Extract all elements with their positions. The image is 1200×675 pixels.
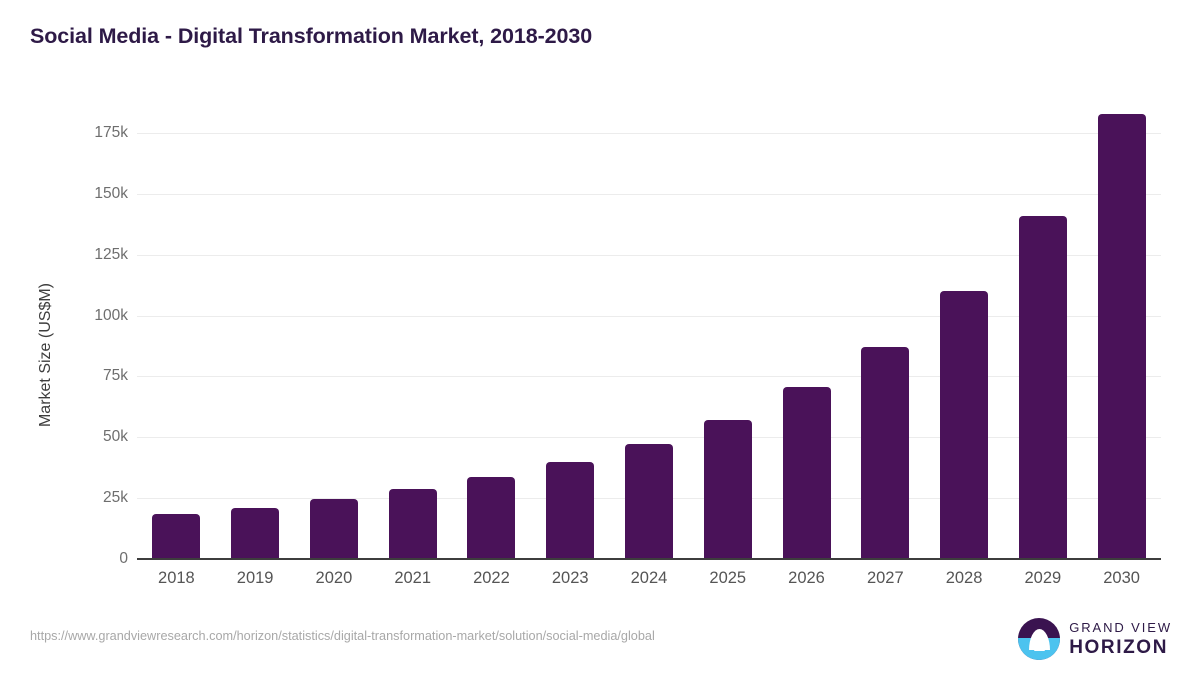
x-axis-tick-label: 2019 [236, 569, 274, 587]
logo-line-grand-view: GRAND VIEW [1069, 620, 1172, 635]
y-axis-ticks: 0 25k 50k 75k 100k 125k 150k 175k [10, 124, 128, 567]
bar-2030[interactable] [1097, 113, 1146, 559]
bar-2026[interactable] [782, 387, 831, 559]
plot-area [137, 113, 1161, 559]
x-axis-tick-label: 2024 [630, 569, 668, 587]
bar-2027[interactable] [861, 346, 910, 559]
y-axis-title: Market Size (US$M) [37, 282, 54, 428]
bar-slot [688, 133, 767, 559]
horizon-circle-icon [1018, 618, 1061, 660]
grand-view-horizon-logo: GRAND VIEW HORIZON [1018, 618, 1172, 660]
x-axis-tick-label: 2026 [788, 569, 825, 587]
y-axis-tick-label: 50k [103, 428, 128, 446]
bar-2019[interactable] [231, 507, 280, 559]
gridline [137, 437, 1161, 439]
bar-slot [767, 133, 846, 559]
bar-2022[interactable] [467, 476, 516, 559]
y-axis-tick-label: 125k [94, 245, 128, 263]
bar-slot [1003, 133, 1082, 559]
bar-slot [1082, 113, 1161, 559]
gridline [137, 315, 1161, 317]
x-axis-tick-label: 2029 [1024, 569, 1062, 587]
bar-slot [137, 133, 216, 559]
bar-slot [295, 133, 374, 559]
y-axis-tick-label: 75k [103, 367, 128, 385]
bar-slot [610, 133, 689, 559]
bar-2018[interactable] [152, 513, 201, 559]
x-axis-tick-label: 2020 [315, 569, 353, 587]
bar-slot [373, 133, 452, 559]
gridline [137, 133, 1161, 134]
x-axis-tick-label: 2021 [394, 569, 432, 587]
y-axis-tick-label: 25k [103, 489, 128, 507]
x-axis-tick-label: 2018 [158, 569, 195, 587]
bar-2028[interactable] [940, 291, 989, 559]
x-axis-line [137, 558, 1161, 560]
y-axis-tick-label: 100k [94, 306, 128, 324]
bar-2025[interactable] [703, 420, 752, 559]
bar-2024[interactable] [624, 444, 673, 559]
gridline [137, 254, 1161, 256]
bar-slot [925, 133, 1004, 559]
y-axis-tick-label: 150k [94, 184, 128, 202]
bar-slot [846, 133, 925, 559]
x-axis-tick-label: 2022 [473, 569, 510, 587]
x-axis-tick-label: 2028 [945, 569, 983, 587]
gridline [137, 376, 1161, 378]
bar-2020[interactable] [309, 498, 358, 559]
y-axis-tick-label: 175k [94, 124, 128, 141]
logo-bar-lower [1033, 648, 1045, 652]
source-url[interactable]: https://www.grandviewresearch.com/horizo… [30, 629, 655, 643]
bar-2029[interactable] [1018, 216, 1067, 559]
x-axis-ticks: 2018 2019 2020 2021 2022 2023 2024 2025 2026 2027… [137, 563, 1161, 595]
page-title: Social Media - Digital Transformation Ma… [30, 24, 593, 48]
bar-2021[interactable] [388, 489, 437, 559]
x-axis-tick-label: 2030 [1103, 569, 1140, 587]
logo-text: GRAND VIEW HORIZON [1069, 621, 1172, 657]
x-axis-tick-label: 2025 [709, 569, 747, 587]
gridline [137, 193, 1161, 195]
bar-slot [531, 133, 610, 559]
bar-2023[interactable] [546, 462, 595, 559]
x-axis-tick-label: 2023 [551, 569, 589, 587]
logo-bar-upper [1030, 643, 1048, 647]
bar-slot [452, 133, 531, 559]
logo-line-horizon: HORIZON [1069, 637, 1169, 658]
x-axis-tick-label: 2027 [866, 569, 904, 587]
bar-slot [216, 133, 295, 559]
logo-dome-shape [1028, 628, 1050, 650]
y-axis-tick-label: 0 [119, 550, 128, 567]
